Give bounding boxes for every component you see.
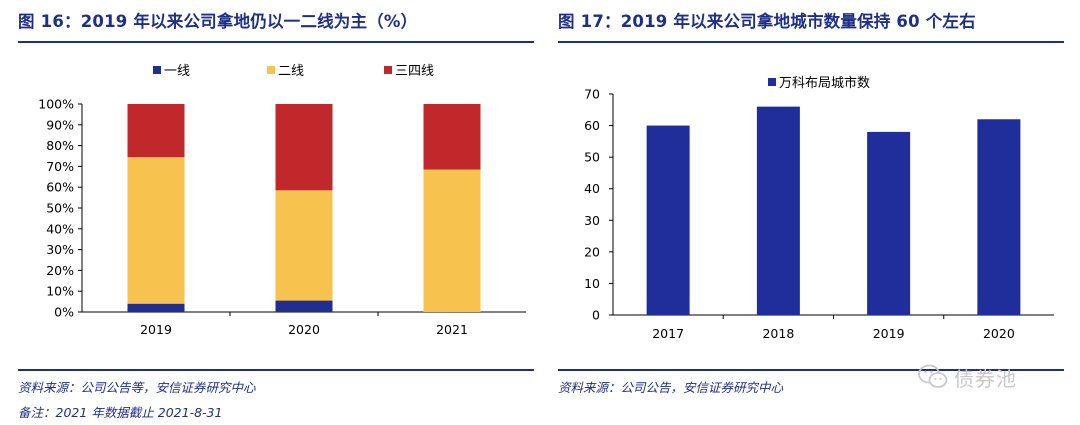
y-tick-label: 0% [54,305,74,320]
y-tick-label: 20% [46,263,74,278]
x-tick-label: 2019 [873,326,905,341]
bar-segment-1 [127,303,185,312]
bar-segment-3 [275,104,333,191]
source-note: 资料来源：公司公告等，安信证券研究中心 [18,380,256,395]
figure-17-title: 图 17：2019 年以来公司拿地城市数量保持 60 个左右 [558,12,976,31]
source-note: 资料来源：公司公告，安信证券研究中心 [558,380,784,395]
y-tick-label: 30 [584,213,600,228]
y-tick-label: 20 [584,244,600,259]
x-tick-label: 2020 [983,326,1015,341]
legend-swatch [153,66,161,74]
bar [977,119,1021,315]
y-tick-label: 30% [46,242,74,257]
source-divider [558,369,1064,371]
bar [756,106,800,315]
y-tick-label: 80% [46,138,74,153]
y-tick-label: 10 [584,276,600,291]
bar [867,131,911,315]
bar [646,125,690,315]
stacked-bar-chart: 0% 10% 20% 30% 40% 50% 60% 70% 80% 90% 100% 2019 202… [38,64,526,337]
y-tick-label: 40 [584,181,600,196]
x-tick-label: 2018 [762,326,794,341]
footnote: 备注：2021 年数据截止 2021-8-31 [18,405,223,420]
legend-label: 三四线 [395,64,434,79]
y-tick-label: 40% [46,221,74,236]
y-tick-label: 0 [592,308,600,323]
legend-label: 二线 [278,64,304,79]
x-tick-label: 2019 [140,322,172,337]
x-tick-label: 2021 [436,322,468,337]
y-tick-label: 60 [584,118,600,133]
x-tick-label: 2017 [652,326,684,341]
bar-segment-3 [127,104,185,158]
right-figure-panel: 图 17：2019 年以来公司拿地城市数量保持 60 个左右 0 10 20 30 40… [558,0,1064,425]
source-divider [18,369,534,371]
bar-segment-1 [275,300,333,312]
bar-segment-2 [275,190,333,301]
y-tick-label: 90% [46,117,74,132]
watermark-text: 债券池 [954,366,1017,391]
title-divider [558,41,1064,43]
y-tick-label: 10% [46,284,74,299]
bar-segment-2 [127,157,185,304]
legend-label: 万科布局城市数 [779,75,870,91]
legend-swatch [768,78,776,86]
y-tick-label: 70% [46,159,74,174]
bar-segment-3 [423,104,481,170]
y-tick-label: 50 [584,150,600,165]
legend-swatch [384,66,392,74]
title-divider [18,41,534,43]
y-tick-label: 70 [584,87,600,102]
x-tick-label: 2020 [288,322,320,337]
watermark: 债券池 [918,360,1017,394]
wechat-icon [918,364,948,388]
bar-segment-2 [423,169,481,312]
legend-label: 一线 [164,64,190,79]
y-tick-label: 50% [46,201,74,216]
bar-chart: 0 10 20 30 40 50 60 70 2017 2018 2019 2020 万科布局城市数 [584,75,1054,341]
y-tick-label: 100% [38,97,74,112]
y-tick-label: 60% [46,180,74,195]
figure-16-title: 图 16：2019 年以来公司拿地仍以一二线为主（%） [18,12,418,31]
left-figure-panel: 图 16：2019 年以来公司拿地仍以一二线为主（%） 0% 10% 20% 30% 4… [18,0,534,425]
legend-swatch [267,66,275,74]
